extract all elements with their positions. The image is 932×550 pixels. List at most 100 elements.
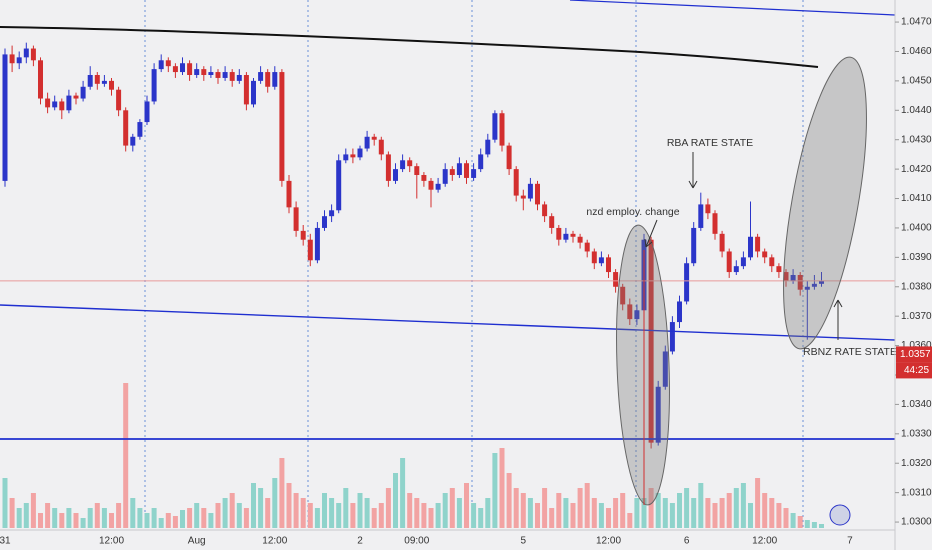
y-tick-label: 1.0470 [901, 17, 932, 28]
volume-bar [286, 483, 292, 528]
volume-bar [456, 498, 462, 528]
candle-body [151, 69, 157, 102]
x-tick-label: 12:00 [262, 536, 287, 547]
candle-body [442, 169, 448, 184]
candle-body [9, 54, 15, 64]
candle-body [577, 236, 583, 243]
candle-body [279, 72, 285, 181]
volume-bar [30, 493, 36, 528]
candle-body [350, 154, 356, 158]
volume-bar [811, 522, 817, 528]
candle-body [300, 230, 306, 240]
candle-body [364, 136, 370, 149]
x-tick-label: 6 [684, 536, 690, 547]
volume-bar [314, 508, 320, 528]
volume-bar [442, 493, 448, 528]
candle-body [414, 166, 420, 175]
volume-bar [435, 503, 441, 528]
candle-body [740, 257, 746, 267]
candle-body [201, 69, 207, 75]
candle-body [584, 242, 590, 252]
volume-bar [364, 498, 370, 528]
volume-bar [279, 458, 285, 528]
volume-bar [73, 513, 79, 528]
volume-bar [158, 518, 164, 528]
volume-bar [116, 503, 122, 528]
candle-body [222, 72, 228, 78]
volume-bar [2, 478, 8, 528]
candle-body [606, 257, 611, 273]
candle-body [748, 236, 753, 258]
candle-body [307, 239, 313, 261]
candle-body [435, 183, 441, 190]
candle-body [16, 57, 22, 64]
candle-body [123, 110, 129, 146]
x-tick-label: 09:00 [404, 536, 429, 547]
candle-body [45, 98, 51, 108]
x-tick-label: 7 [847, 536, 853, 547]
candle-body [669, 322, 675, 352]
volume-bar [243, 508, 249, 528]
volume-bar [492, 453, 498, 528]
candle-body [549, 216, 555, 228]
volume-bar [428, 508, 434, 528]
candle-body [719, 233, 725, 252]
highlight-ellipse [783, 56, 867, 350]
candle-body [293, 207, 299, 231]
volume-bar [733, 488, 739, 528]
volume-bar [577, 488, 583, 528]
volume-bar [329, 498, 335, 528]
candle-body [662, 351, 668, 387]
candle-body [570, 233, 576, 237]
volume-bar [634, 498, 640, 528]
volume-bar [357, 493, 363, 528]
candle-body [52, 101, 58, 108]
y-tick-label: 1.0440 [901, 105, 932, 116]
candle-body [2, 54, 8, 181]
countdown: 44:25 [904, 365, 929, 376]
volume-bar [336, 503, 342, 528]
volume-bar [499, 448, 505, 528]
volume-bar [755, 478, 761, 528]
volume-bar [45, 503, 51, 528]
drawings: nzd employ. change RBA RATE STATE RBNZ R… [0, 0, 897, 526]
volume-bar [343, 488, 349, 528]
volume-bar [307, 503, 313, 528]
volume-bar [172, 516, 178, 528]
candle-body [23, 48, 29, 58]
y-tick-label: 1.0320 [901, 458, 932, 469]
volume-bar [449, 488, 455, 528]
volume-bar [648, 488, 654, 528]
volume-bar [80, 518, 86, 528]
candle-body [471, 169, 477, 178]
candle-body [421, 175, 427, 181]
volume-bar [421, 503, 427, 528]
volume-bar [698, 483, 704, 528]
candle-body [329, 210, 335, 217]
candle-body [371, 136, 377, 140]
candle-body [591, 251, 597, 264]
volume-bar [613, 498, 619, 528]
volume-bar [52, 508, 58, 528]
candle-body [265, 72, 271, 87]
volume-bar [123, 383, 129, 528]
volume-bar [180, 510, 185, 528]
volume-bar [144, 513, 150, 528]
volume-bar [151, 508, 157, 528]
volume-bar [797, 516, 803, 528]
x-tick-label: 12:00 [99, 536, 124, 547]
candle-body [286, 180, 292, 208]
candle-body [180, 63, 185, 73]
annotation: RBA RATE STATE [667, 137, 753, 149]
candle-body [59, 101, 65, 111]
arrow [833, 299, 843, 340]
logo [829, 504, 851, 526]
x-tick-label: 2 [357, 536, 363, 547]
candle-body [73, 95, 79, 99]
y-tick-label: 1.0340 [901, 399, 932, 410]
candle-body [705, 204, 711, 214]
candle-body [236, 75, 242, 81]
volume-bar [59, 513, 65, 528]
candle-body [613, 272, 619, 287]
